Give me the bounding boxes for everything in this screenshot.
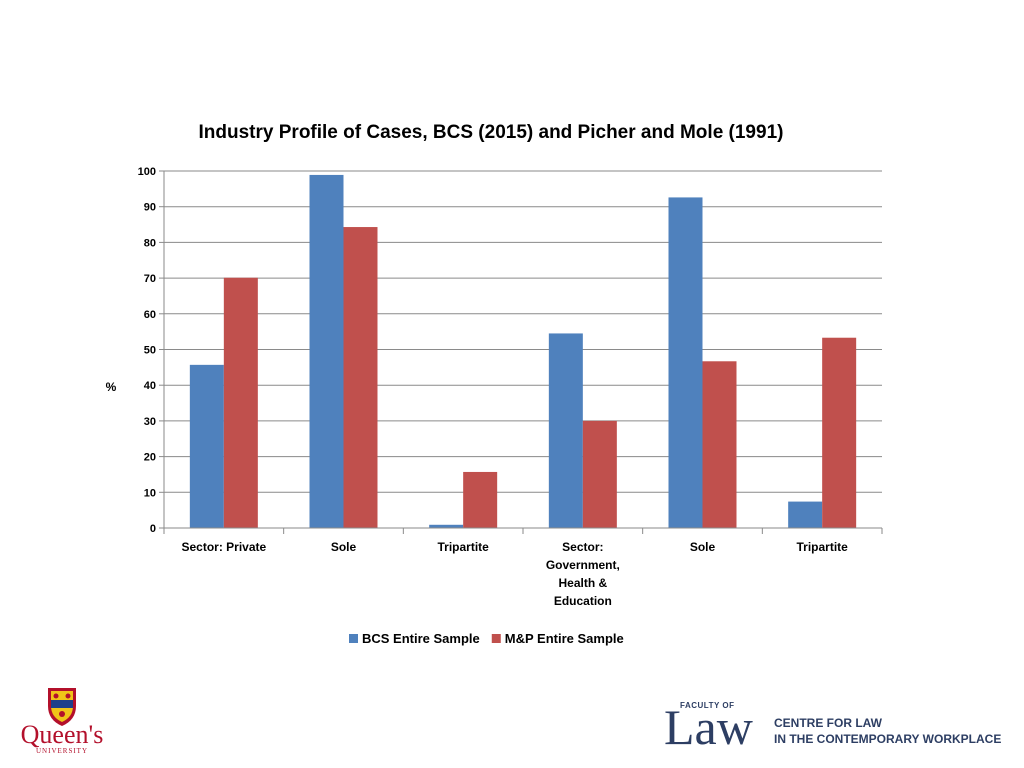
law-wordmark: Law <box>664 699 753 755</box>
y-tick-label: 20 <box>144 452 156 464</box>
legend-swatch <box>349 634 358 643</box>
law-centre-line2: IN THE CONTEMPORARY WORKPLACE <box>774 732 1002 746</box>
chart-title: Industry Profile of Cases, BCS (2015) an… <box>199 122 784 143</box>
x-tick-labels: Sector: Private Sole Tripartite Sector: Gove… <box>181 540 848 608</box>
bar <box>582 420 617 528</box>
y-tick-label: 30 <box>144 416 156 428</box>
x-tick-label: Tripartite <box>437 540 489 554</box>
queens-wordmark: Queen's <box>20 720 104 749</box>
y-tick-label: 70 <box>144 273 156 285</box>
y-tick-label: 50 <box>144 345 156 357</box>
x-tick-label: Sector: Government, Health & Education <box>546 540 620 608</box>
y-tick-label: 10 <box>144 487 156 499</box>
bar <box>189 364 224 528</box>
bars <box>189 174 857 528</box>
y-tick-label: 40 <box>144 380 156 392</box>
queens-subtitle: UNIVERSITY <box>36 747 88 755</box>
bar <box>343 227 378 528</box>
legend-label: BCS Entire Sample <box>362 631 480 646</box>
legend: BCS Entire Sample M&P Entire Sample <box>349 631 624 646</box>
y-tick-label: 0 <box>150 523 156 535</box>
bar <box>463 471 498 528</box>
bar <box>429 524 464 528</box>
y-tick-label: 80 <box>144 237 156 249</box>
legend-swatch <box>491 634 501 643</box>
bar <box>548 333 583 528</box>
crest-icon <box>48 688 76 726</box>
bar-chart: Industry Profile of Cases, BCS (2015) an… <box>106 122 883 646</box>
faculty-of-law-logo: FACULTY OF Law CENTRE FOR LAW IN THE CON… <box>664 700 1004 756</box>
gridlines <box>164 170 882 493</box>
axes <box>159 170 883 534</box>
y-tick-labels: 0 10 20 30 40 50 60 70 80 90 100 <box>138 166 156 535</box>
queens-university-logo: Queen's UNIVERSITY <box>10 686 114 756</box>
y-tick-label: 60 <box>144 309 156 321</box>
x-tick-label: Sole <box>331 540 357 554</box>
law-centre-line1: CENTRE FOR LAW <box>774 716 882 730</box>
x-tick-label: Tripartite <box>796 540 848 554</box>
y-axis-label: % <box>106 380 117 394</box>
y-tick-label: 90 <box>144 202 156 214</box>
law-faculty-text: FACULTY OF <box>680 701 735 710</box>
x-tick-label: Sole <box>690 540 716 554</box>
bar <box>822 337 857 528</box>
bar <box>668 197 703 528</box>
bar <box>788 501 823 528</box>
bar <box>309 174 344 528</box>
y-tick-label: 100 <box>138 166 156 178</box>
x-tick-label: Sector: Private <box>181 540 266 554</box>
bar <box>702 361 737 528</box>
legend-label: M&P Entire Sample <box>505 631 624 646</box>
bar <box>223 277 258 528</box>
